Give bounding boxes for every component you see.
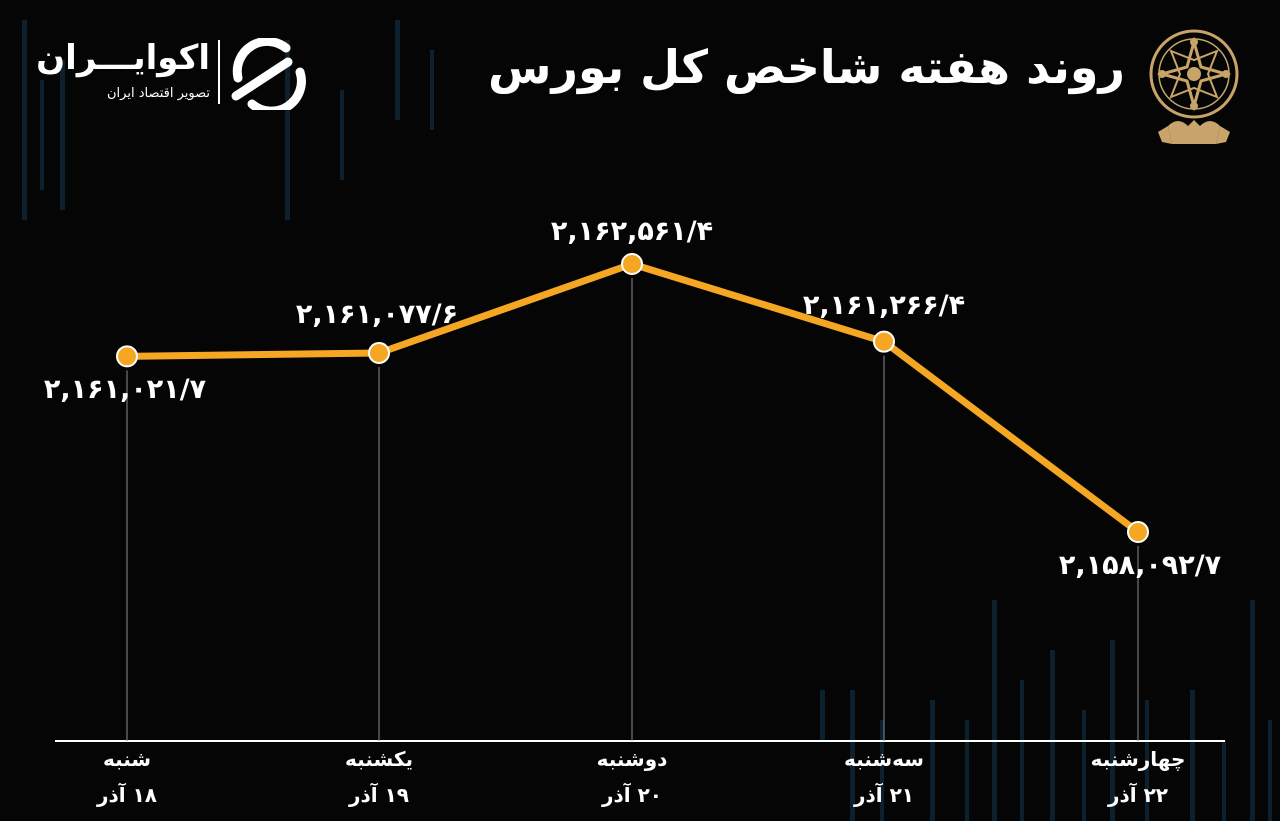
- background-candle: [1250, 600, 1255, 821]
- background-candle: [1268, 720, 1272, 821]
- x-tick-date-label: ۲۱ آذر: [853, 783, 915, 807]
- brand-logo-block: اکوایـــران تصویر اقتصاد ایران: [36, 38, 310, 110]
- background-candle: [930, 700, 935, 821]
- background-candle: [60, 60, 65, 210]
- background-candle: [22, 20, 27, 220]
- background-candle: [1082, 710, 1086, 821]
- background-candle: [395, 20, 400, 120]
- background-candle: [880, 720, 884, 821]
- data-label: ۲,۱۶۱,۲۶۶/۴: [802, 289, 966, 321]
- background-candle: [1020, 680, 1024, 821]
- background-candle: [992, 600, 997, 821]
- background-candle: [1050, 650, 1055, 821]
- x-tick-day-label: شنبه: [102, 747, 152, 771]
- background-candle: [40, 80, 44, 190]
- background-candle: [340, 90, 344, 180]
- data-point[interactable]: [873, 330, 895, 353]
- x-tick-day-label: چهارشنبه: [1090, 747, 1186, 771]
- data-point[interactable]: [116, 345, 138, 368]
- data-point[interactable]: [621, 253, 643, 275]
- brand-divider: [218, 40, 220, 104]
- stock-exchange-emblem-icon: [1149, 29, 1239, 144]
- background-candle: [430, 50, 434, 130]
- data-label: ۲,۱۶۲,۵۶۱/۴: [550, 216, 714, 247]
- background-candle: [1145, 700, 1149, 821]
- x-tick-date-label: ۲۲ آذر: [1107, 783, 1169, 807]
- data-label: ۲,۱۶۱,۰۷۷/۶: [295, 298, 459, 330]
- background-candle: [820, 690, 825, 740]
- brand-tagline: تصویر اقتصاد ایران: [107, 86, 210, 101]
- data-point[interactable]: [1127, 521, 1149, 543]
- brand-name: اکوایـــران: [36, 38, 210, 78]
- x-tick-day-label: دوشنبه: [596, 747, 668, 771]
- x-tick-day-label: یکشنبه: [345, 747, 413, 771]
- x-tick-day-label: سه‌شنبه: [844, 747, 924, 771]
- ecoiran-logo-icon: [231, 38, 306, 110]
- chart-title: روند هفته شاخص کل بورس: [488, 40, 1125, 94]
- background-candle: [285, 40, 290, 220]
- data-label: ۲,۱۵۸,۰۹۲/۷: [1058, 550, 1222, 581]
- background-candle: [1190, 690, 1195, 821]
- background-candle: [850, 690, 855, 821]
- background-candle: [1110, 640, 1115, 821]
- x-tick-date-label: ۱۸ آذر: [96, 783, 158, 807]
- background-candle: [965, 720, 969, 821]
- x-tick-date-label: ۲۰ آذر: [601, 783, 663, 807]
- data-label: ۲,۱۶۱,۰۲۱/۷: [43, 374, 207, 406]
- background-candle: [1222, 740, 1226, 821]
- x-tick-date-label: ۱۹ آذر: [348, 783, 410, 807]
- data-point[interactable]: [368, 341, 390, 364]
